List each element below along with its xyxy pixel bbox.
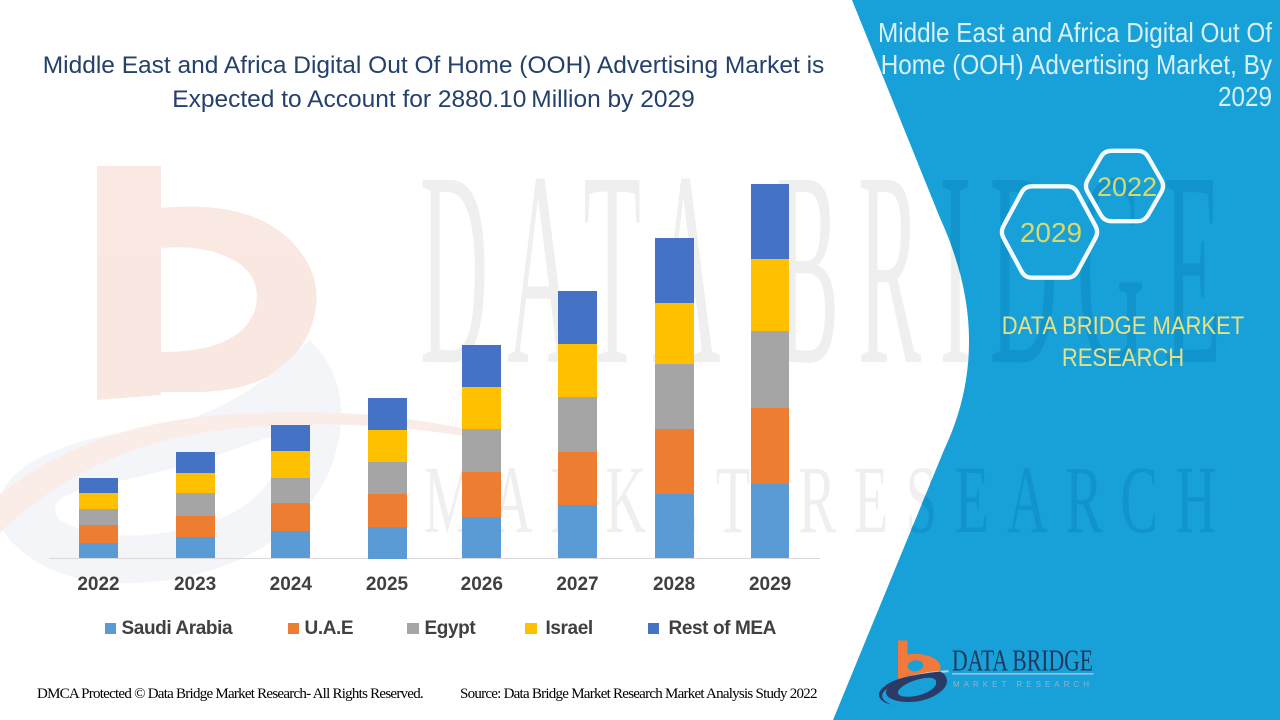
svg-text:MARKET RESEARCH: MARKET RESEARCH bbox=[953, 680, 1093, 689]
svg-text:2029: 2029 bbox=[1020, 217, 1082, 248]
svg-text:2022: 2022 bbox=[1097, 172, 1157, 202]
svg-text:DATA BRIDGE: DATA BRIDGE bbox=[952, 643, 1093, 678]
